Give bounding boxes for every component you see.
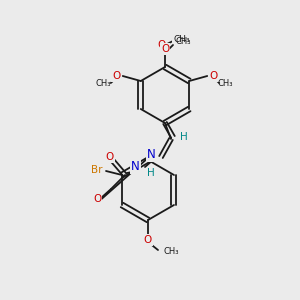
Text: Br: Br — [91, 165, 102, 175]
Text: CH₃: CH₃ — [164, 248, 179, 256]
Text: N: N — [131, 160, 140, 172]
Text: O: O — [158, 40, 166, 50]
Text: O: O — [209, 71, 218, 81]
Text: H: H — [147, 168, 155, 178]
Text: CH₃: CH₃ — [175, 37, 190, 46]
Text: CH₃: CH₃ — [173, 34, 190, 43]
Text: CH₃: CH₃ — [217, 79, 233, 88]
Text: O: O — [144, 235, 152, 245]
Text: O: O — [112, 71, 121, 81]
Text: O: O — [106, 152, 114, 162]
Text: H: H — [180, 132, 188, 142]
Text: N: N — [147, 148, 156, 160]
Text: O: O — [161, 44, 169, 54]
Text: O: O — [93, 194, 101, 204]
Text: CH₃: CH₃ — [95, 79, 111, 88]
